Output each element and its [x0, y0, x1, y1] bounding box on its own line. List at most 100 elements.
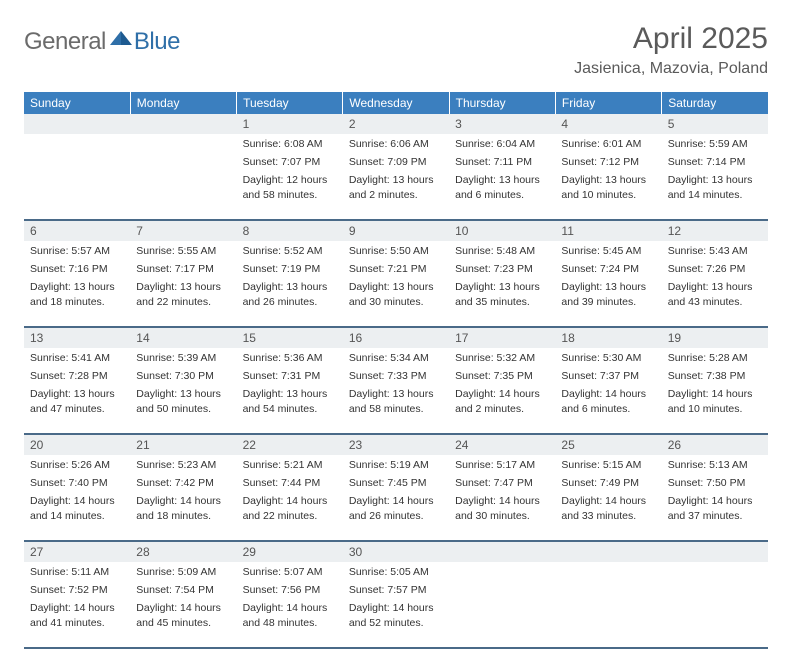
daynum-row: 27282930 — [24, 541, 768, 562]
daylight-text: Daylight: 14 hours and 45 minutes. — [130, 601, 236, 633]
daylight-text: Daylight: 13 hours and 14 minutes. — [662, 173, 768, 205]
day-cell: Sunrise: 5:05 AMSunset: 7:57 PMDaylight:… — [343, 562, 449, 648]
day-cell: Sunrise: 6:06 AMSunset: 7:09 PMDaylight:… — [343, 134, 449, 220]
daylight-text: Daylight: 13 hours and 58 minutes. — [343, 387, 449, 419]
day-cell: Sunrise: 5:43 AMSunset: 7:26 PMDaylight:… — [662, 241, 768, 327]
sunrise-text: Sunrise: 5:19 AM — [343, 455, 449, 476]
daylight-text: Daylight: 14 hours and 18 minutes. — [130, 494, 236, 526]
day-cell: Sunrise: 5:52 AMSunset: 7:19 PMDaylight:… — [237, 241, 343, 327]
day-cell: Sunrise: 5:19 AMSunset: 7:45 PMDaylight:… — [343, 455, 449, 541]
daylight-text: Daylight: 13 hours and 6 minutes. — [449, 173, 555, 205]
daylight-text: Daylight: 14 hours and 22 minutes. — [237, 494, 343, 526]
day-cell — [449, 562, 555, 648]
location-subtitle: Jasienica, Mazovia, Poland — [574, 60, 768, 78]
sunrise-text: Sunrise: 5:21 AM — [237, 455, 343, 476]
weekday-header: Friday — [555, 92, 661, 114]
day-number: 25 — [555, 434, 661, 455]
daylight-text: Daylight: 13 hours and 10 minutes. — [555, 173, 661, 205]
sunset-text: Sunset: 7:28 PM — [24, 369, 130, 387]
day-cell: Sunrise: 5:55 AMSunset: 7:17 PMDaylight:… — [130, 241, 236, 327]
day-cell: Sunrise: 5:39 AMSunset: 7:30 PMDaylight:… — [130, 348, 236, 434]
day-number: 27 — [24, 541, 130, 562]
sunset-text: Sunset: 7:12 PM — [555, 155, 661, 173]
weekday-header: Sunday — [24, 92, 130, 114]
day-number: 20 — [24, 434, 130, 455]
page: General Blue April 2025 Jasienica, Mazov… — [0, 0, 792, 649]
sunrise-text: Sunrise: 5:13 AM — [662, 455, 768, 476]
day-number: 22 — [237, 434, 343, 455]
weekday-header: Saturday — [662, 92, 768, 114]
sunset-text: Sunset: 7:37 PM — [555, 369, 661, 387]
day-number: 1 — [237, 114, 343, 134]
day-cell: Sunrise: 5:23 AMSunset: 7:42 PMDaylight:… — [130, 455, 236, 541]
sunrise-text: Sunrise: 5:09 AM — [130, 562, 236, 583]
day-cell: Sunrise: 5:28 AMSunset: 7:38 PMDaylight:… — [662, 348, 768, 434]
daylight-text: Daylight: 14 hours and 41 minutes. — [24, 601, 130, 633]
daylight-text: Daylight: 14 hours and 6 minutes. — [555, 387, 661, 419]
logo-mark-icon — [110, 29, 132, 50]
day-cell: Sunrise: 5:13 AMSunset: 7:50 PMDaylight:… — [662, 455, 768, 541]
sunrise-text: Sunrise: 5:59 AM — [662, 134, 768, 155]
sunrise-text: Sunrise: 6:06 AM — [343, 134, 449, 155]
sunrise-text: Sunrise: 5:55 AM — [130, 241, 236, 262]
day-number: 16 — [343, 327, 449, 348]
sunset-text: Sunset: 7:30 PM — [130, 369, 236, 387]
daylight-text: Daylight: 14 hours and 37 minutes. — [662, 494, 768, 526]
sunset-text: Sunset: 7:33 PM — [343, 369, 449, 387]
sunrise-text: Sunrise: 5:52 AM — [237, 241, 343, 262]
day-cell: Sunrise: 5:45 AMSunset: 7:24 PMDaylight:… — [555, 241, 661, 327]
sunrise-text: Sunrise: 5:36 AM — [237, 348, 343, 369]
daylight-text: Daylight: 14 hours and 52 minutes. — [343, 601, 449, 633]
calendar-table: SundayMondayTuesdayWednesdayThursdayFrid… — [24, 92, 768, 649]
day-cell: Sunrise: 5:36 AMSunset: 7:31 PMDaylight:… — [237, 348, 343, 434]
day-number — [662, 541, 768, 562]
sunset-text: Sunset: 7:50 PM — [662, 476, 768, 494]
daylight-text: Daylight: 14 hours and 48 minutes. — [237, 601, 343, 633]
sunrise-text: Sunrise: 5:05 AM — [343, 562, 449, 583]
day-cell: Sunrise: 6:01 AMSunset: 7:12 PMDaylight:… — [555, 134, 661, 220]
sunset-text: Sunset: 7:21 PM — [343, 262, 449, 280]
day-cell: Sunrise: 5:07 AMSunset: 7:56 PMDaylight:… — [237, 562, 343, 648]
sunrise-text: Sunrise: 5:50 AM — [343, 241, 449, 262]
sunrise-text: Sunrise: 5:28 AM — [662, 348, 768, 369]
sunset-text: Sunset: 7:26 PM — [662, 262, 768, 280]
day-number — [449, 541, 555, 562]
daylight-text: Daylight: 13 hours and 47 minutes. — [24, 387, 130, 419]
sunrise-text: Sunrise: 6:01 AM — [555, 134, 661, 155]
sunrise-text: Sunrise: 5:17 AM — [449, 455, 555, 476]
daylight-text: Daylight: 13 hours and 26 minutes. — [237, 280, 343, 312]
sunrise-text: Sunrise: 5:11 AM — [24, 562, 130, 583]
day-number: 28 — [130, 541, 236, 562]
day-cell: Sunrise: 5:50 AMSunset: 7:21 PMDaylight:… — [343, 241, 449, 327]
day-cell: Sunrise: 5:15 AMSunset: 7:49 PMDaylight:… — [555, 455, 661, 541]
sunset-text: Sunset: 7:14 PM — [662, 155, 768, 173]
daylight-text: Daylight: 13 hours and 43 minutes. — [662, 280, 768, 312]
sunset-text: Sunset: 7:40 PM — [24, 476, 130, 494]
day-cell: Sunrise: 5:59 AMSunset: 7:14 PMDaylight:… — [662, 134, 768, 220]
weekday-header: Wednesday — [343, 92, 449, 114]
sunset-text: Sunset: 7:24 PM — [555, 262, 661, 280]
day-cell: Sunrise: 5:21 AMSunset: 7:44 PMDaylight:… — [237, 455, 343, 541]
day-cell: Sunrise: 5:41 AMSunset: 7:28 PMDaylight:… — [24, 348, 130, 434]
day-number: 30 — [343, 541, 449, 562]
daylight-text: Daylight: 13 hours and 54 minutes. — [237, 387, 343, 419]
sunrise-text: Sunrise: 5:32 AM — [449, 348, 555, 369]
logo-text-general: General — [24, 28, 106, 56]
daylight-text: Daylight: 12 hours and 58 minutes. — [237, 173, 343, 205]
day-cell — [130, 134, 236, 220]
calendar-body: 12345Sunrise: 6:08 AMSunset: 7:07 PMDayl… — [24, 114, 768, 648]
week-row: Sunrise: 6:08 AMSunset: 7:07 PMDaylight:… — [24, 134, 768, 220]
sunrise-text: Sunrise: 6:04 AM — [449, 134, 555, 155]
day-cell: Sunrise: 5:26 AMSunset: 7:40 PMDaylight:… — [24, 455, 130, 541]
sunset-text: Sunset: 7:11 PM — [449, 155, 555, 173]
sunrise-text: Sunrise: 5:48 AM — [449, 241, 555, 262]
sunset-text: Sunset: 7:16 PM — [24, 262, 130, 280]
page-title: April 2025 — [574, 22, 768, 56]
sunrise-text: Sunrise: 5:34 AM — [343, 348, 449, 369]
daylight-text: Daylight: 14 hours and 2 minutes. — [449, 387, 555, 419]
header: General Blue April 2025 Jasienica, Mazov… — [24, 22, 768, 78]
sunrise-text: Sunrise: 5:43 AM — [662, 241, 768, 262]
sunset-text: Sunset: 7:42 PM — [130, 476, 236, 494]
day-cell: Sunrise: 5:30 AMSunset: 7:37 PMDaylight:… — [555, 348, 661, 434]
day-number: 3 — [449, 114, 555, 134]
